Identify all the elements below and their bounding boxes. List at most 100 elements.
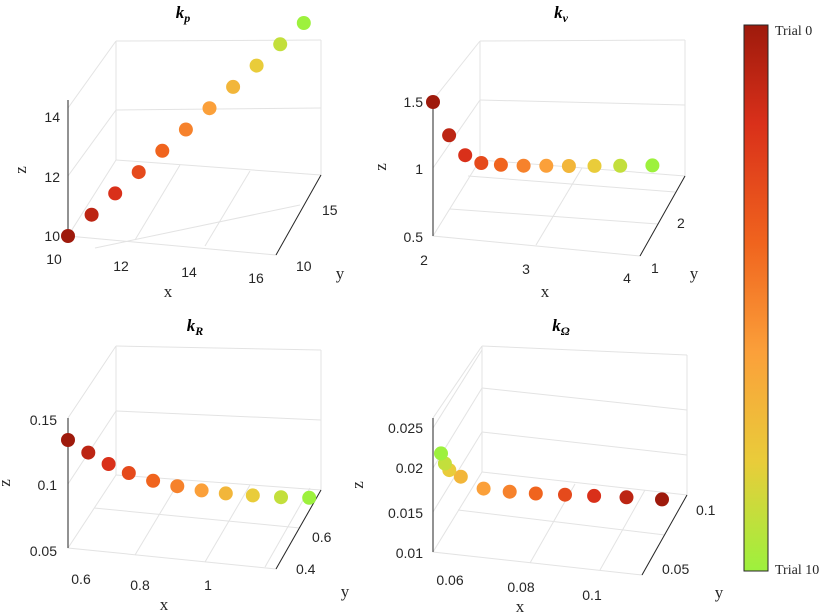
z-tick-label: 14 <box>44 109 60 125</box>
x-ticks: 0.06 0.08 0.1 <box>436 572 602 603</box>
x-tick-label: 3 <box>522 261 530 277</box>
x-axis-label: x <box>516 597 525 614</box>
colorbar-bottom-label: Trial 10 <box>775 563 819 578</box>
x-tick-label: 0.1 <box>582 587 602 603</box>
x-tick-label: 16 <box>248 270 264 286</box>
data-point <box>245 488 260 503</box>
data-point <box>613 158 628 173</box>
z-ticks: 0.05 0.1 0.15 <box>30 412 57 559</box>
y-axis-label: y <box>715 583 724 602</box>
z-axis-label: z <box>371 163 390 171</box>
x-tick-label: 1 <box>204 577 212 593</box>
data-point <box>655 492 669 507</box>
data-point <box>458 148 473 163</box>
data-point <box>178 122 193 137</box>
x-tick-label: 14 <box>181 264 197 280</box>
z-ticks: 10 12 14 <box>44 109 60 244</box>
data-point <box>528 486 543 501</box>
data-point <box>587 488 602 503</box>
x-ticks: 10 12 14 16 <box>46 251 264 286</box>
data-point <box>561 159 576 173</box>
data-point <box>218 486 233 501</box>
data-point <box>426 95 440 109</box>
colorbar: Trial 0 Trial 10 <box>743 24 819 578</box>
data-point <box>587 158 602 173</box>
axes-frame <box>432 39 686 257</box>
axes-frame <box>67 39 322 256</box>
z-tick-label: 0.5 <box>404 229 424 245</box>
data-point <box>302 490 317 505</box>
data-point <box>453 469 468 484</box>
colorbar-top-label: Trial 0 <box>775 24 812 39</box>
axes-frame <box>67 345 322 570</box>
y-ticks: 1 2 <box>651 215 685 276</box>
data-points <box>61 16 311 243</box>
data-point <box>539 158 554 173</box>
x-axis-label: x <box>160 595 169 614</box>
y-tick-label: 1 <box>651 260 659 276</box>
data-point <box>476 481 491 496</box>
data-point <box>434 446 448 461</box>
x-tick-label: 0.06 <box>436 572 463 588</box>
x-axis-label: x <box>164 282 173 301</box>
data-point <box>645 158 660 173</box>
x-ticks: 0.6 0.8 1 <box>71 571 212 593</box>
subplot-kv: kv 0.5 1 1.5 2 3 4 <box>371 3 699 301</box>
data-point <box>170 479 185 494</box>
chart-title: kΩ <box>552 316 570 338</box>
data-point <box>61 229 75 243</box>
subplot-kR: kR 0.05 0.1 0.15 0.6 0.8 <box>0 316 350 614</box>
z-ticks: 0.01 0.015 0.02 0.025 <box>388 420 423 561</box>
x-axis-label: x <box>541 282 550 301</box>
data-points <box>434 446 669 507</box>
z-tick-label: 0.05 <box>30 543 57 559</box>
axes-lines <box>432 100 686 257</box>
colorbar-gradient <box>743 24 769 572</box>
z-tick-label: 1 <box>415 161 423 177</box>
x-tick-label: 12 <box>113 258 129 274</box>
axes-lines <box>432 418 688 576</box>
z-tick-label: 0.015 <box>388 505 423 521</box>
x-ticks: 2 3 4 <box>420 252 631 286</box>
y-ticks: 0.4 0.6 <box>296 529 332 577</box>
z-tick-label: 0.01 <box>396 545 423 561</box>
z-axis-label: z <box>0 479 14 487</box>
data-point <box>296 16 311 30</box>
subplot-kp: kp 10 12 14 10 12 14 16 <box>11 3 345 301</box>
y-axis-label: y <box>341 582 350 601</box>
data-point <box>502 484 517 499</box>
data-point <box>108 186 123 201</box>
z-tick-label: 12 <box>44 169 60 185</box>
z-axis-label: z <box>348 481 367 489</box>
data-points <box>426 95 660 173</box>
x-tick-label: 0.6 <box>71 571 91 587</box>
data-point <box>84 207 99 222</box>
data-point <box>249 58 264 73</box>
y-tick-label: 0.05 <box>662 561 689 577</box>
data-point <box>442 128 457 143</box>
data-point <box>558 487 572 502</box>
x-tick-label: 0.8 <box>130 577 150 593</box>
chart-title: kv <box>554 3 569 25</box>
data-point <box>619 490 634 505</box>
x-tick-label: 10 <box>46 251 62 267</box>
data-point <box>273 37 288 52</box>
data-point <box>194 483 209 498</box>
y-tick-label: 15 <box>322 202 338 218</box>
x-tick-label: 2 <box>420 252 428 268</box>
data-point <box>516 158 531 173</box>
z-tick-label: 0.02 <box>396 460 423 476</box>
y-axis-label: y <box>690 264 699 283</box>
z-tick-label: 10 <box>44 228 60 244</box>
x-tick-label: 0.08 <box>507 579 534 595</box>
data-point <box>101 457 116 471</box>
y-tick-label: 0.6 <box>312 529 332 545</box>
y-tick-label: 10 <box>296 258 312 274</box>
data-point <box>493 157 508 172</box>
z-tick-label: 1.5 <box>404 94 424 110</box>
chart-title: kR <box>187 316 204 338</box>
y-axis-label: y <box>336 264 345 283</box>
y-tick-label: 0.4 <box>296 561 316 577</box>
data-point <box>61 433 75 447</box>
